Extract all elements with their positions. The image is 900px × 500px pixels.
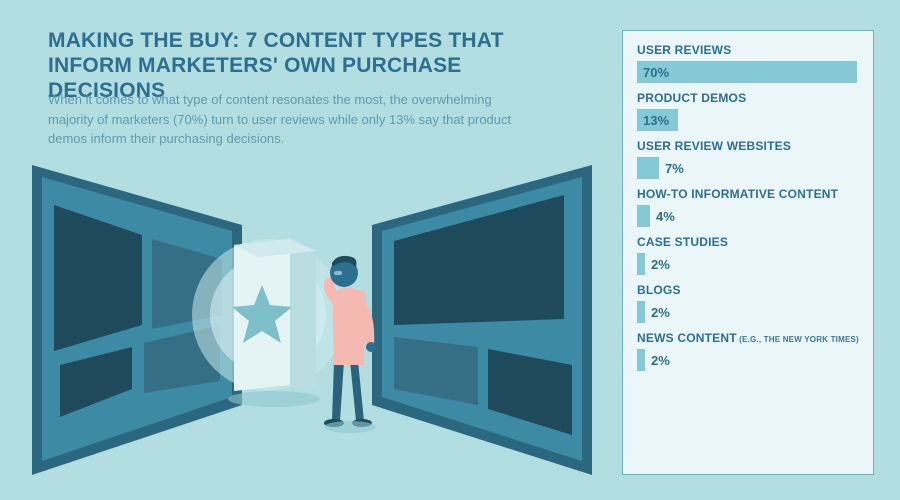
bar-row: BLOGS 2% (637, 283, 861, 323)
bar-fill (637, 205, 650, 227)
bar-value: 4% (656, 209, 675, 224)
bar-fill: 13% (637, 109, 678, 131)
bar-fill: 70% (637, 61, 857, 83)
bar-chart-panel: USER REVIEWS 70% PRODUCT DEMOS 13% USER REVI… (622, 30, 874, 475)
bar-row: USER REVIEW WEBSITES 7% (637, 139, 861, 179)
bar-row: NEWS CONTENT (E.G., THE NEW YORK TIMES) 2… (637, 331, 861, 371)
bar-value: 7% (665, 161, 684, 176)
bar-fill (637, 349, 645, 371)
bar-label: HOW-TO INFORMATIVE CONTENT (637, 187, 861, 201)
bar-value: 2% (651, 353, 670, 368)
bar-label: CASE STUDIES (637, 235, 861, 249)
page-subtitle: When it comes to what type of content re… (48, 90, 528, 149)
bar-row: USER REVIEWS 70% (637, 43, 861, 83)
bar-label: BLOGS (637, 283, 861, 297)
bar-row: CASE STUDIES 2% (637, 235, 861, 275)
bar-fill (637, 157, 659, 179)
bar-label-note: (E.G., THE NEW YORK TIMES) (737, 335, 859, 344)
bar-label: NEWS CONTENT (E.G., THE NEW YORK TIMES) (637, 331, 861, 345)
product-box-side (290, 239, 316, 389)
hero-illustration (32, 165, 592, 475)
bar-row: HOW-TO INFORMATIVE CONTENT 4% (637, 187, 861, 227)
bar-label: USER REVIEWS (637, 43, 861, 57)
bar-value: 2% (651, 305, 670, 320)
bar-label: USER REVIEW WEBSITES (637, 139, 861, 153)
bar-row: PRODUCT DEMOS 13% (637, 91, 861, 131)
bar-fill (637, 253, 645, 275)
bar-value: 2% (651, 257, 670, 272)
bar-fill (637, 301, 645, 323)
bar-label: PRODUCT DEMOS (637, 91, 861, 105)
